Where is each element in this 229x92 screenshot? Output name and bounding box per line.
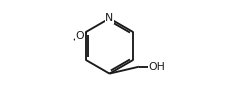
Text: OH: OH bbox=[148, 62, 164, 72]
Text: N: N bbox=[105, 13, 113, 23]
Text: O: O bbox=[75, 31, 84, 41]
